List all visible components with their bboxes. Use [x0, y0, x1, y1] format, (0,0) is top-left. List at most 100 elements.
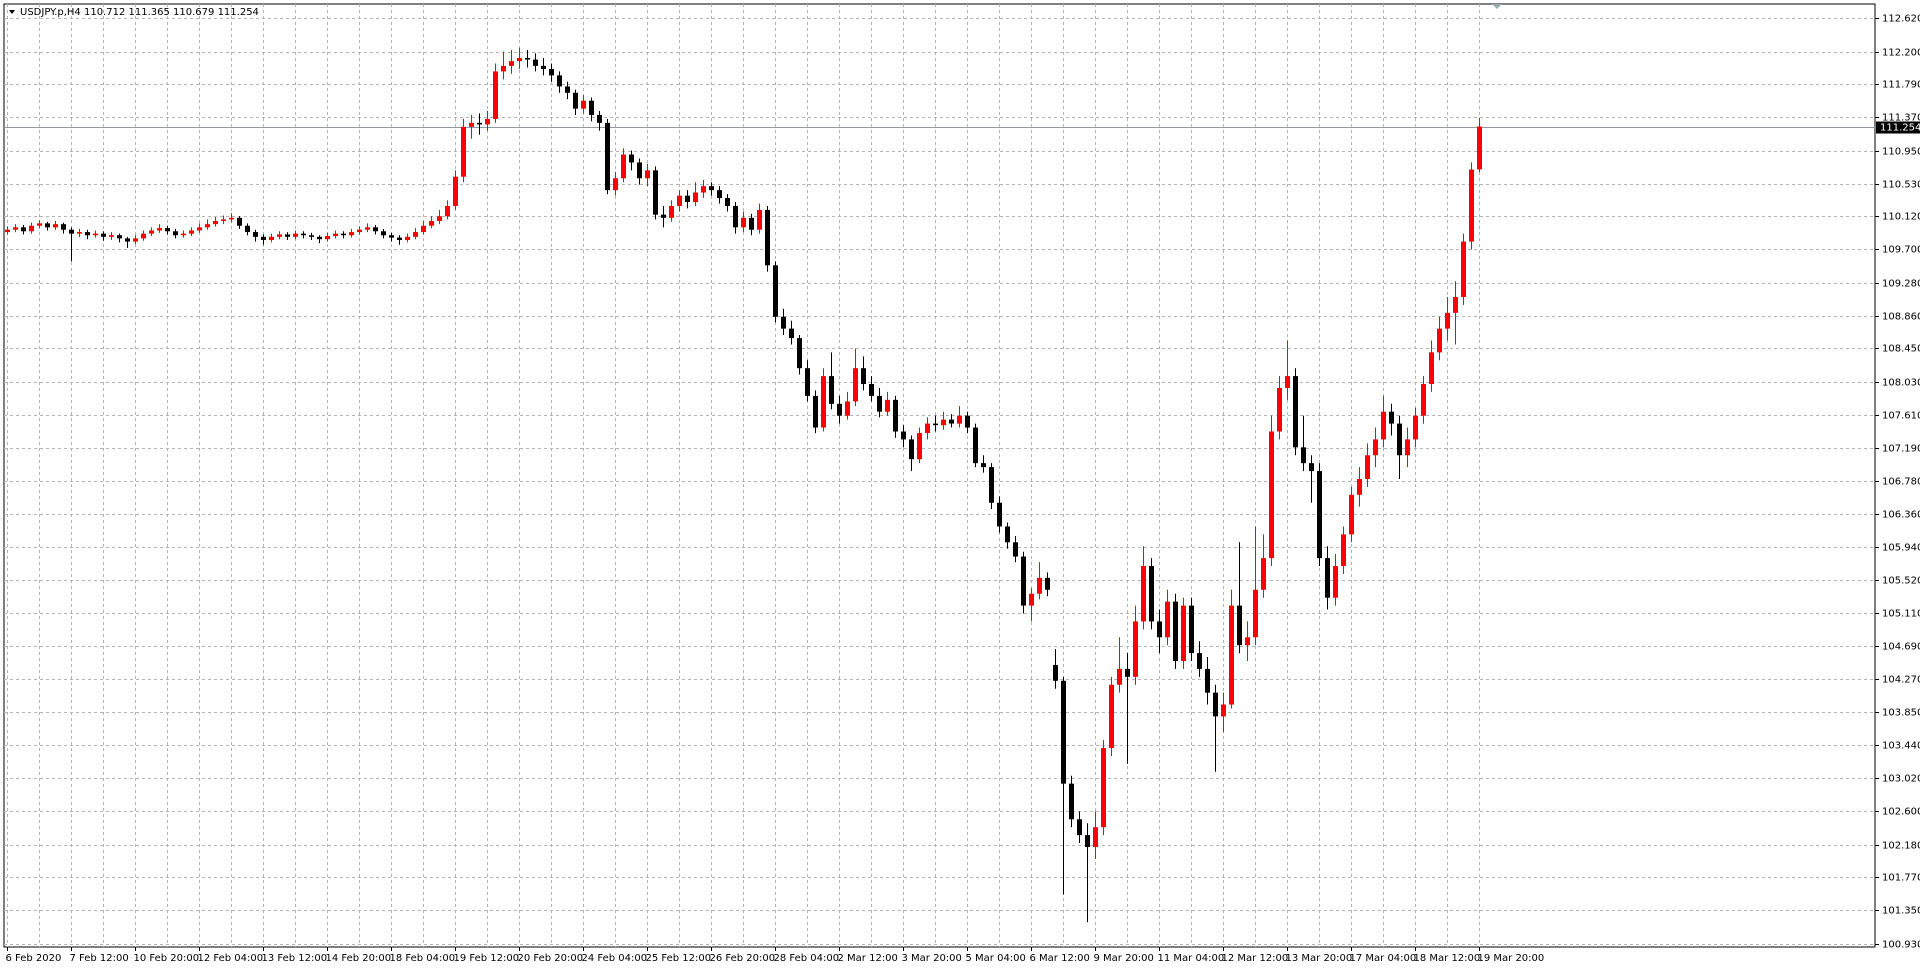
x-tick-label: 9 Mar 20:00	[1094, 953, 1154, 964]
candle-body	[1389, 411, 1394, 424]
candle-body	[333, 233, 338, 237]
candle-body	[317, 236, 322, 240]
candle-body	[261, 236, 266, 240]
y-tick-label: 106.360	[1882, 510, 1920, 521]
candle-body	[1165, 601, 1170, 638]
candle-body	[21, 227, 26, 232]
candle-body	[413, 232, 418, 237]
candle-body	[1445, 312, 1450, 329]
x-tick-label: 10 Feb 20:00	[134, 953, 200, 964]
candle-body	[861, 368, 866, 385]
y-tick-label: 104.690	[1882, 642, 1920, 653]
candle-body	[845, 401, 850, 416]
x-tick-label: 12 Feb 04:00	[198, 953, 264, 964]
candle-body	[301, 233, 306, 236]
x-tick-label: 5 Mar 04:00	[966, 953, 1026, 964]
candle-body	[293, 233, 298, 237]
candle-body	[237, 217, 242, 226]
candle-body	[221, 219, 226, 221]
menu-arrow[interactable]	[9, 10, 15, 14]
candle-body	[805, 368, 810, 396]
candle-body	[1245, 637, 1250, 646]
candle-body	[349, 232, 354, 236]
y-tick-label: 110.950	[1882, 147, 1920, 158]
candle-body	[13, 227, 18, 230]
candle-body	[989, 467, 994, 503]
x-tick-label: 20 Feb 20:00	[518, 953, 584, 964]
candle-body	[397, 237, 402, 240]
y-tick-label: 104.270	[1882, 675, 1920, 686]
candle-body	[1173, 601, 1178, 661]
y-tick-label: 101.770	[1882, 873, 1920, 884]
candle-body	[1109, 684, 1114, 749]
candle-body	[1037, 577, 1042, 594]
y-tick-label: 109.280	[1882, 279, 1920, 290]
candle-body	[1181, 605, 1186, 661]
y-tick-label: 100.930	[1882, 940, 1920, 951]
candle-body	[1349, 494, 1354, 535]
candle-body	[45, 223, 50, 228]
candle-body	[741, 217, 746, 228]
candle-body	[109, 235, 114, 237]
candle-body	[213, 220, 218, 225]
plot-frame	[3, 3, 1876, 948]
candle-body	[901, 431, 906, 440]
y-tick-label: 108.860	[1882, 312, 1920, 323]
candle-body	[853, 368, 858, 402]
candle-body	[645, 170, 650, 179]
x-tick-label: 28 Feb 04:00	[774, 953, 840, 964]
candle-body	[781, 316, 786, 329]
candle-body	[485, 118, 490, 125]
candle-body	[909, 439, 914, 460]
candle-body	[1125, 668, 1130, 677]
candle-body	[973, 427, 978, 464]
candle-body	[165, 228, 170, 232]
x-tick-label: 17 Mar 04:00	[1350, 953, 1417, 964]
candle-body	[669, 205, 674, 218]
candle-body	[1237, 605, 1242, 646]
candle-body	[61, 224, 66, 230]
candle-body	[1453, 296, 1458, 313]
candle-body	[733, 205, 738, 228]
candle-body	[533, 59, 538, 66]
y-tick-label: 108.450	[1882, 344, 1920, 355]
candle-body	[565, 86, 570, 93]
x-tick-label: 6 Feb 2020	[6, 953, 62, 964]
shift-marker[interactable]	[1492, 4, 1502, 9]
candle-body	[709, 186, 714, 191]
candle-body	[37, 223, 42, 226]
candle-body	[613, 178, 618, 191]
candle-body	[1157, 621, 1162, 638]
candle-body	[1085, 835, 1090, 847]
candle-body	[589, 100, 594, 115]
candle-body	[389, 235, 394, 238]
candle-body	[1117, 668, 1122, 685]
x-tick-label: 19 Feb 12:00	[454, 953, 520, 964]
candle-body	[629, 154, 634, 163]
candle-body	[469, 122, 474, 127]
candle-body	[1101, 748, 1106, 828]
candle-body	[1221, 704, 1226, 717]
candle-body	[373, 227, 378, 232]
y-tick-label: 103.020	[1882, 774, 1920, 785]
x-tick-label: 25 Feb 12:00	[646, 953, 712, 964]
candle-body	[357, 229, 362, 233]
candle-body	[717, 190, 722, 199]
candle-body	[1397, 423, 1402, 456]
candle-body	[517, 57, 522, 62]
candle-body	[1405, 439, 1410, 456]
candle-body	[141, 233, 146, 239]
candle-body	[269, 236, 274, 240]
candle-body	[77, 232, 82, 234]
candle-body	[701, 186, 706, 193]
y-tick-label: 102.600	[1882, 807, 1920, 818]
candle-body	[1005, 526, 1010, 543]
candle-body	[1213, 692, 1218, 717]
candle-body	[749, 217, 754, 230]
candle-body	[85, 232, 90, 236]
candle-body	[1197, 653, 1202, 669]
candle-body	[949, 419, 954, 424]
candle-body	[1317, 471, 1322, 559]
